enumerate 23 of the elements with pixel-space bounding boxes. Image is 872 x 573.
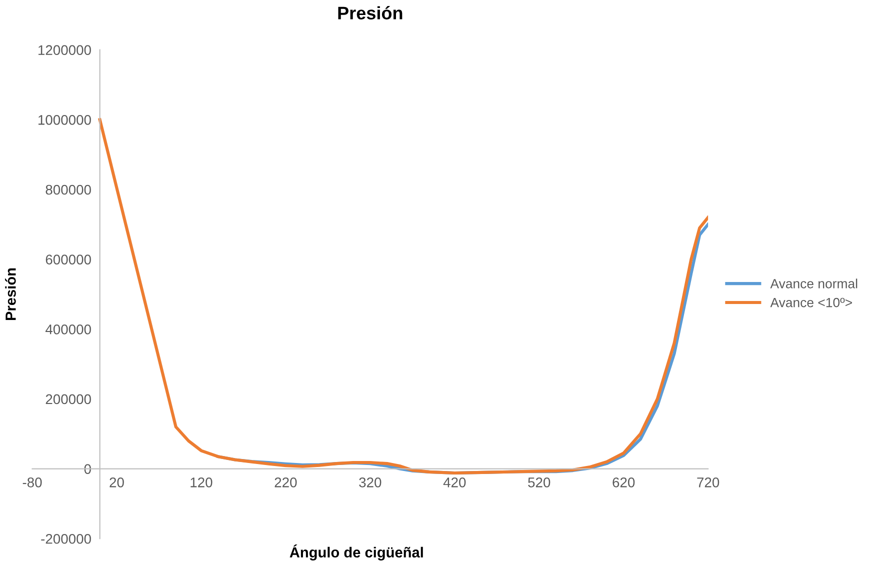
line-series bbox=[98, 118, 708, 475]
legend-label: Avance <10º> bbox=[770, 298, 852, 308]
x-tick-label: 620 bbox=[612, 477, 635, 488]
y-tick-label: 800000 bbox=[46, 184, 91, 195]
y-tick-label: 1000000 bbox=[38, 115, 91, 125]
x-tick-label: 20 bbox=[110, 477, 124, 488]
y-tick-label: 600000 bbox=[46, 254, 91, 264]
legend-label: Avance normal bbox=[770, 278, 858, 288]
y-tick-label: 400000 bbox=[45, 324, 91, 334]
y-tick-label: 0 bbox=[84, 464, 91, 474]
y-tick-label: -200000 bbox=[41, 534, 91, 544]
x-axis-title: Ángulo de cigüeñal bbox=[290, 544, 423, 560]
x-tick-label: 220 bbox=[274, 477, 297, 488]
x-tick-label: 520 bbox=[528, 477, 550, 488]
x-tick-label: 720 bbox=[697, 477, 720, 488]
y-axis-title: Presión bbox=[5, 268, 16, 320]
y-tick-label: 1200000 bbox=[38, 45, 91, 56]
x-tick-label: 320 bbox=[359, 477, 382, 488]
x-tick-label: -80 bbox=[22, 477, 42, 488]
x-tick-label: 420 bbox=[443, 477, 466, 488]
x-tick-label: 120 bbox=[190, 477, 212, 488]
chart-title: Presión bbox=[338, 6, 402, 20]
y-tick-label: 200000 bbox=[46, 394, 91, 404]
